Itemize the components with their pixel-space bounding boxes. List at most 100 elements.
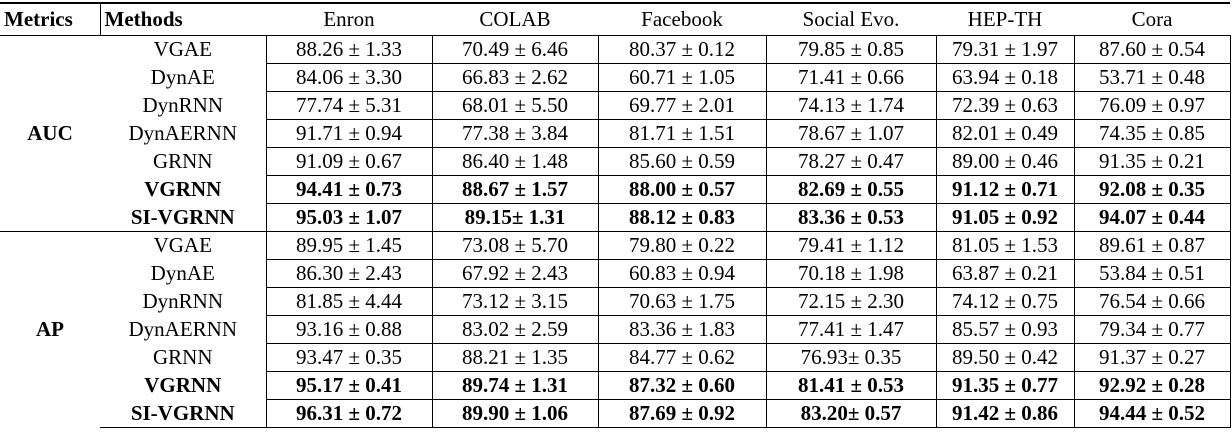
result-cell: 71.41 ± 0.66 [765, 63, 937, 92]
table-row: DynAERNN 91.71 ± 0.94 77.38 ± 3.84 81.71 ± … [0, 119, 1231, 148]
result-cell: 60.83 ± 0.94 [597, 259, 767, 288]
result-cell: 89.50 ± 0.42 [935, 343, 1075, 372]
result-cell: 87.60 ± 0.54 [1073, 35, 1231, 64]
result-cell: 74.35 ± 0.85 [1073, 119, 1231, 148]
result-cell: 74.13 ± 1.74 [765, 91, 937, 120]
method-label: DynRNN [142, 289, 223, 313]
result-cell: 73.08 ± 5.70 [431, 231, 599, 260]
result-cell: 66.83 ± 2.62 [431, 63, 599, 92]
result-cell: 91.35 ± 0.21 [1073, 147, 1231, 176]
result-cell: 79.41 ± 1.12 [765, 231, 937, 260]
column-header: Methods [100, 2, 266, 36]
result-cell: 89.95 ± 1.45 [265, 231, 433, 260]
result-cell: 95.17 ± 0.41 [265, 371, 433, 400]
result-cell: 77.74 ± 5.31 [265, 91, 433, 120]
result-cell: 76.54 ± 0.66 [1073, 287, 1231, 316]
result-cell: 73.12 ± 3.15 [431, 287, 599, 316]
result-cell: 88.00 ± 0.57 [597, 175, 767, 204]
table-row: VGRNN 95.17 ± 0.41 89.74 ± 1.31 87.32 ± 0.6… [0, 371, 1231, 400]
result-cell: 76.09 ± 0.97 [1073, 91, 1231, 120]
result-cell: 53.71 ± 0.48 [1073, 63, 1231, 92]
result-cell: 79.85 ± 0.85 [765, 35, 937, 64]
result-cell: 87.32 ± 0.60 [597, 371, 767, 400]
method-label: DynRNN [142, 93, 223, 117]
method-label: VGRNN [144, 177, 222, 201]
result-cell: 87.69 ± 0.92 [597, 399, 767, 428]
result-cell: 83.36 ± 1.83 [597, 315, 767, 344]
result-cell: 84.06 ± 3.30 [265, 63, 433, 92]
table-row: SI-VGRNN 95.03 ± 1.07 89.15± 1.31 88.12 ± 0… [0, 203, 1231, 232]
table-row: DynAE 84.06 ± 3.30 66.83 ± 2.62 60.71 ± 1.0… [0, 63, 1231, 92]
column-header: Cora [1074, 2, 1230, 36]
result-cell: 91.37 ± 0.27 [1073, 343, 1231, 372]
result-cell: 94.41 ± 0.73 [265, 175, 433, 204]
result-cell: 92.92 ± 0.28 [1073, 371, 1231, 400]
result-cell: 83.36 ± 0.53 [765, 203, 937, 232]
result-cell: 74.12 ± 0.75 [935, 287, 1075, 316]
result-cell: 89.15± 1.31 [431, 203, 599, 232]
method-label: SI-VGRNN [100, 203, 266, 232]
table-row: DynRNN 77.74 ± 5.31 68.01 ± 5.50 69.77 ± 2.… [0, 91, 1231, 120]
column-header: HEP-TH [936, 2, 1074, 36]
result-cell: 63.87 ± 0.21 [935, 259, 1075, 288]
column-header: Social Evo. [766, 2, 936, 36]
method-label: GRNN [152, 345, 213, 369]
result-cell: 91.71 ± 0.94 [265, 119, 433, 148]
result-cell: 89.90 ± 1.06 [431, 399, 599, 428]
table-row: GRNN 91.09 ± 0.67 86.40 ± 1.48 85.60 ± 0.59… [0, 147, 1231, 176]
result-cell: 78.27 ± 0.47 [765, 147, 937, 176]
result-cell: 83.20± 0.57 [765, 399, 937, 428]
result-cell: 79.80 ± 0.22 [597, 231, 767, 260]
table-row: VGRNN 94.41 ± 0.73 88.67 ± 1.57 88.00 ± 0.5… [0, 175, 1231, 204]
result-cell: 81.85 ± 4.44 [265, 287, 433, 316]
result-cell: 79.34 ± 0.77 [1073, 315, 1231, 344]
result-cell: 82.01 ± 0.49 [935, 119, 1075, 148]
result-cell: 80.37 ± 0.12 [597, 35, 767, 64]
result-cell: 84.77 ± 0.62 [597, 343, 767, 372]
result-cell: 83.02 ± 2.59 [431, 315, 599, 344]
result-cell: 85.57 ± 0.93 [935, 315, 1075, 344]
table-row: AP VGAE 89.95 ± 1.45 73.08 ± 5.70 79.80 ± 0.… [0, 231, 1231, 428]
result-cell: 72.15 ± 2.30 [765, 287, 937, 316]
method-label: VGRNN [144, 373, 222, 397]
column-header: Enron [266, 2, 432, 36]
result-cell: 91.09 ± 0.67 [265, 147, 433, 176]
result-cell: 68.01 ± 5.50 [431, 91, 599, 120]
method-label: DynAERNN [128, 317, 238, 341]
result-cell: 94.07 ± 0.44 [1073, 203, 1231, 232]
metric-label: AUC [0, 35, 100, 232]
result-cell: 91.12 ± 0.71 [935, 175, 1075, 204]
result-cell: 89.61 ± 0.87 [1073, 231, 1231, 260]
result-cell: 93.47 ± 0.35 [265, 343, 433, 372]
table-row: AUC VGAE 88.26 ± 1.33 70.49 ± 6.46 80.37 ± 0… [0, 35, 1231, 232]
result-cell: 70.63 ± 1.75 [597, 287, 767, 316]
method-label: GRNN [152, 149, 213, 173]
page: Metrics Methods Enron COLAB Facebook Social E… [0, 2, 1232, 428]
method-label: VGAE [100, 35, 266, 64]
column-header: Facebook [598, 2, 766, 36]
table-row: GRNN 93.47 ± 0.35 88.21 ± 1.35 84.77 ± 0.62… [0, 343, 1231, 372]
result-cell: 94.44 ± 0.52 [1073, 399, 1231, 428]
result-cell: 92.08 ± 0.35 [1073, 175, 1231, 204]
result-cell: 86.40 ± 1.48 [431, 147, 599, 176]
result-cell: 67.92 ± 2.43 [431, 259, 599, 288]
result-cell: 81.05 ± 1.53 [935, 231, 1075, 260]
metric-label: AP [0, 231, 100, 428]
table-row: SI-VGRNN 96.31 ± 0.72 89.90 ± 1.06 87.69 ± … [0, 399, 1231, 428]
result-cell: 81.41 ± 0.53 [765, 371, 937, 400]
column-header: Metrics [0, 2, 101, 36]
result-cell: 85.60 ± 0.59 [597, 147, 767, 176]
method-label: VGAE [100, 231, 266, 260]
table-row: DynRNN 81.85 ± 4.44 73.12 ± 3.15 70.63 ± 1.… [0, 287, 1231, 316]
result-cell: 88.67 ± 1.57 [431, 175, 599, 204]
result-cell: 88.21 ± 1.35 [431, 343, 599, 372]
result-cell: 77.38 ± 3.84 [431, 119, 599, 148]
table-row: DynAE 86.30 ± 2.43 67.92 ± 2.43 60.83 ± 0.9… [0, 259, 1231, 288]
method-label: SI-VGRNN [100, 399, 266, 428]
result-cell: 86.30 ± 2.43 [265, 259, 433, 288]
result-cell: 88.26 ± 1.33 [265, 35, 433, 64]
result-cell: 60.71 ± 1.05 [597, 63, 767, 92]
result-cell: 91.35 ± 0.77 [935, 371, 1075, 400]
result-cell: 69.77 ± 2.01 [597, 91, 767, 120]
header-row: Metrics Methods Enron COLAB Facebook Social E… [0, 2, 1230, 36]
